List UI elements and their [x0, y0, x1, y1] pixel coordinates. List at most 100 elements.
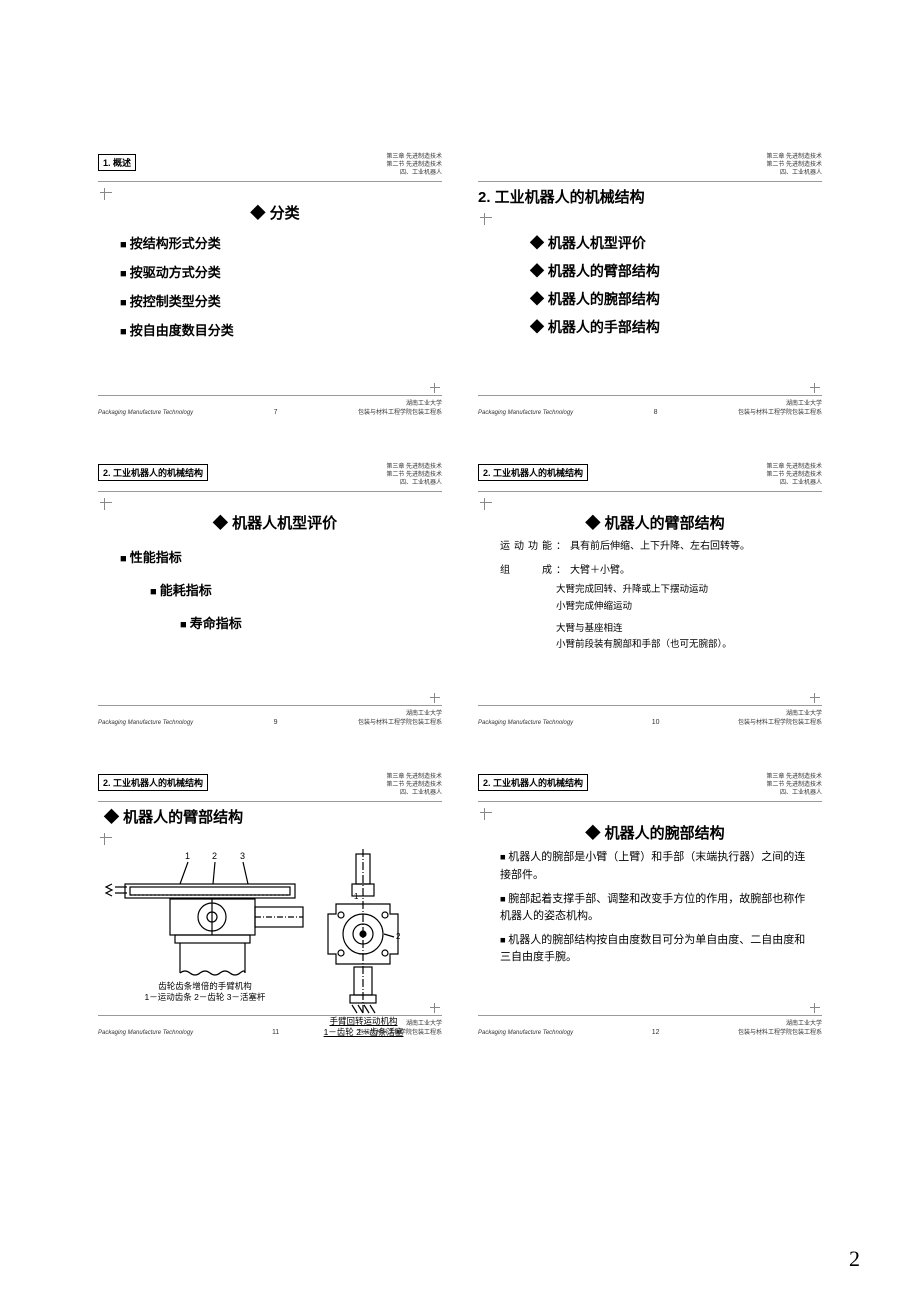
- slide-11: 2. 工业机器人的机械结构 第三章 先进制造技术 第二节 先进制造技术 四、工业…: [90, 770, 450, 1040]
- list-item: 按驱动方式分类: [120, 262, 430, 281]
- ornament-icon: [100, 833, 112, 845]
- footer-right: 湖南工业大学 包装与材料工程学院包装工程系: [738, 398, 822, 416]
- slide-header: 1. 概述 第三章 先进制造技术 第二节 先进制造技术 四、工业机器人: [90, 150, 450, 179]
- footer-uni: 湖南工业大学: [738, 708, 822, 717]
- section-tag: 2. 工业机器人的机械结构: [478, 774, 588, 791]
- rotation-mechanism-icon: 1 2: [316, 849, 411, 1014]
- slide-footer: Packaging Manufacture Technology 11 湖南工业…: [90, 1015, 450, 1036]
- footer-left: Packaging Manufacture Technology: [98, 1030, 193, 1036]
- slide-page-number: 11: [272, 1029, 279, 1036]
- bullet-list: 按结构形式分类 按驱动方式分类 按控制类型分类 按自由度数目分类: [120, 233, 430, 339]
- section-tag: 2. 工业机器人的机械结构: [98, 774, 208, 791]
- breadcrumb-l3: 四、工业机器人: [386, 790, 442, 798]
- slide-9: 2. 工业机器人的机械结构 第三章 先进制造技术 第二节 先进制造技术 四、工业…: [90, 460, 450, 730]
- slide-header: 2. 工业机器人的机械结构 第三章 先进制造技术 第二节 先进制造技术 四、工业…: [90, 460, 450, 489]
- figure-area: 1 2 3: [100, 849, 444, 1038]
- breadcrumb-l1: 第三章 先进制造技术: [386, 154, 442, 162]
- list-item: 寿命指标: [180, 613, 430, 632]
- slide-content: 机器人的臂部结构 运动功能： 具有前后伸缩、上下升降、左右回转等。 组 成： 大…: [470, 512, 830, 652]
- slide-header: x 第三章 先进制造技术 第二节 先进制造技术 四、工业机器人: [470, 150, 830, 179]
- divider: [478, 1015, 822, 1016]
- divider: [98, 1015, 442, 1016]
- slide-8: x 第三章 先进制造技术 第二节 先进制造技术 四、工业机器人 2. 工业机器人…: [470, 150, 830, 420]
- footer-uni: 湖南工业大学: [738, 398, 822, 407]
- divider: [98, 395, 442, 396]
- stepped-list: 性能指标 能耗指标 寿命指标: [120, 547, 430, 632]
- slide-header: 2. 工业机器人的机械结构 第三章 先进制造技术 第二节 先进制造技术 四、工业…: [470, 770, 830, 799]
- footer-dept: 包装与材料工程学院包装工程系: [358, 407, 442, 416]
- slide-footer: Packaging Manufacture Technology 7 湖南工业大…: [90, 395, 450, 416]
- slide-page-number: 7: [274, 409, 278, 416]
- ornament-icon: [430, 1003, 440, 1013]
- breadcrumb-l3: 四、工业机器人: [766, 480, 822, 488]
- breadcrumb-l2: 第二节 先进制造技术: [386, 472, 442, 480]
- footer-left: Packaging Manufacture Technology: [478, 720, 573, 726]
- indent-line: 小臂完成伸缩运动: [556, 600, 810, 614]
- breadcrumb-l3: 四、工业机器人: [386, 480, 442, 488]
- divider: [478, 801, 822, 802]
- ornament-icon: [480, 808, 492, 820]
- footer-right: 湖南工业大学 包装与材料工程学院包装工程系: [738, 1018, 822, 1036]
- list-item: 性能指标: [120, 547, 430, 566]
- ornament-icon: [430, 693, 440, 703]
- list-item: 按控制类型分类: [120, 291, 430, 310]
- slide-title: 机器人的臂部结构: [500, 512, 810, 533]
- footer-uni: 湖南工业大学: [738, 1018, 822, 1027]
- caption-line-a: 齿轮齿条增倍的手臂机构: [158, 981, 252, 991]
- divider: [98, 181, 442, 182]
- breadcrumb: 第三章 先进制造技术 第二节 先进制造技术 四、工业机器人: [386, 154, 442, 177]
- breadcrumb-l2: 第二节 先进制造技术: [386, 782, 442, 790]
- row-label: 组 成：: [500, 563, 570, 579]
- breadcrumb: 第三章 先进制造技术 第二节 先进制造技术 四、工业机器人: [386, 464, 442, 487]
- footer-left: Packaging Manufacture Technology: [478, 410, 573, 416]
- mechanism-diagram-icon: 1 2 3: [100, 849, 310, 979]
- footer-dept: 包装与材料工程学院包装工程系: [358, 1027, 442, 1036]
- divider: [98, 491, 442, 492]
- body-text: 运动功能： 具有前后伸缩、上下升降、左右回转等。 组 成： 大臂＋小臂。 大臂完…: [500, 539, 810, 652]
- footer-left: Packaging Manufacture Technology: [98, 720, 193, 726]
- footer-right: 湖南工业大学 包装与材料工程学院包装工程系: [738, 708, 822, 726]
- divider: [478, 395, 822, 396]
- list-item: 能耗指标: [150, 580, 430, 599]
- breadcrumb-l1: 第三章 先进制造技术: [766, 464, 822, 472]
- para-list: 机器人的腕部是小臂（上臂）和手部（末端执行器）之间的连接部件。 腕部起着支撑手部…: [500, 849, 810, 967]
- slide-title: 机器人的腕部结构: [500, 822, 810, 843]
- slide-title: 分类: [120, 202, 430, 223]
- footer-uni: 湖南工业大学: [358, 708, 442, 717]
- breadcrumb-l2: 第二节 先进制造技术: [386, 162, 442, 170]
- breadcrumb-l3: 四、工业机器人: [766, 170, 822, 178]
- ornament-icon: [810, 383, 820, 393]
- divider: [98, 705, 442, 706]
- list-item: 机器人的腕部结构按自由度数目可分为单自由度、二自由度和三自由度手腕。: [500, 932, 810, 967]
- slide-title: 机器人机型评价: [120, 512, 430, 533]
- list-item: 按结构形式分类: [120, 233, 430, 252]
- svg-text:2: 2: [212, 851, 217, 861]
- breadcrumb-l1: 第三章 先进制造技术: [766, 154, 822, 162]
- svg-text:1: 1: [185, 851, 190, 861]
- list-item: 机器人机型评价: [530, 233, 810, 253]
- slide-page-number: 10: [652, 719, 660, 726]
- ornament-icon: [430, 383, 440, 393]
- slide-content: 机器人的腕部结构 机器人的腕部是小臂（上臂）和手部（末端执行器）之间的连接部件。…: [470, 822, 830, 967]
- caption-line-b: 1－运动齿条 2－齿轮 3－活塞杆: [145, 992, 266, 1002]
- figure-1: 1 2 3: [100, 849, 310, 1003]
- list-item: 机器人的腕部是小臂（上臂）和手部（末端执行器）之间的连接部件。: [500, 849, 810, 884]
- breadcrumb: 第三章 先进制造技术 第二节 先进制造技术 四、工业机器人: [766, 154, 822, 177]
- list-item: 机器人的手部结构: [530, 317, 810, 337]
- slide-10: 2. 工业机器人的机械结构 第三章 先进制造技术 第二节 先进制造技术 四、工业…: [470, 460, 830, 730]
- list-item: 机器人的臂部结构: [530, 261, 810, 281]
- slide-content: 机器人机型评价 性能指标 能耗指标 寿命指标: [90, 512, 450, 632]
- ornament-icon: [810, 693, 820, 703]
- footer-uni: 湖南工业大学: [358, 1018, 442, 1027]
- footer-right: 湖南工业大学 包装与材料工程学院包装工程系: [358, 398, 442, 416]
- list-item: 腕部起着支撑手部、调整和改变手方位的作用，故腕部也称作机器人的姿态机构。: [500, 891, 810, 926]
- ornament-icon: [810, 1003, 820, 1013]
- row-value: 大臂＋小臂。: [570, 563, 810, 579]
- figure-2: 1 2 手臂回转运动机构 1－齿轮 2－齿条活塞: [316, 849, 411, 1038]
- breadcrumb-l2: 第二节 先进制造技术: [766, 162, 822, 170]
- section-tag: 2. 工业机器人的机械结构: [478, 464, 588, 481]
- indent-line: 小臂前段装有腕部和手部（也可无腕部）。: [556, 638, 810, 652]
- divider: [478, 181, 822, 182]
- list-item: 机器人的腕部结构: [530, 289, 810, 309]
- ornament-icon: [100, 498, 112, 510]
